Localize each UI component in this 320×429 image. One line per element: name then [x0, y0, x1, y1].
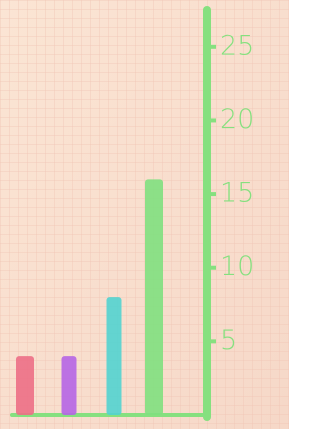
chart: 5 10 15 20 25	[0, 0, 289, 429]
y-tick-label: 20	[220, 104, 254, 135]
bar	[107, 297, 122, 415]
y-tick-label: 10	[220, 251, 254, 282]
y-tick-label: 25	[220, 30, 254, 61]
bar	[16, 356, 34, 415]
bar	[145, 179, 163, 415]
y-tick-label: 15	[220, 178, 254, 209]
bar	[62, 356, 77, 415]
y-tick-label: 5	[220, 325, 237, 356]
graph-paper-grid	[0, 0, 289, 429]
